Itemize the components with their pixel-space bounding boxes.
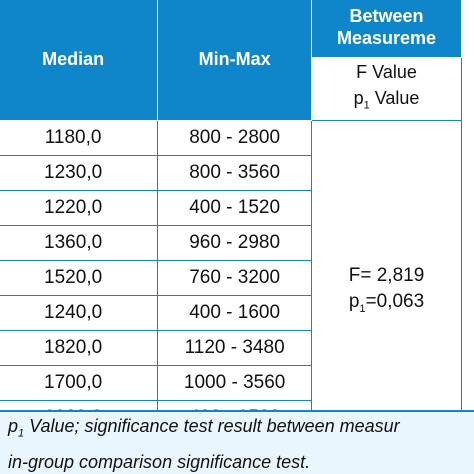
median-cell: 1700,0 bbox=[0, 364, 159, 401]
data-table: Median Min-Max Between Measureme F Value… bbox=[0, 0, 462, 436]
median-header: Median bbox=[0, 0, 159, 121]
p-value: =0,063 bbox=[365, 290, 425, 312]
p1-value-label: p1 Value bbox=[313, 85, 460, 119]
minmax-cell: 1000 - 3560 bbox=[157, 364, 313, 401]
median-cell: 1360,0 bbox=[0, 224, 159, 261]
footnote-p-subscript: 1 bbox=[18, 427, 25, 440]
footnote-line1: p1 Value; significance test result betwe… bbox=[8, 412, 474, 448]
stat-cell: F= 2,819 p1=0,063 bbox=[311, 119, 462, 436]
f-statistic: F= 2,819 bbox=[348, 264, 425, 286]
table-row: 1820,0 1120 - 3480 bbox=[0, 329, 462, 366]
footnote-p-letter: p bbox=[8, 416, 19, 436]
p-letter: p bbox=[348, 290, 360, 312]
table-row: 1700,0 1000 - 3560 bbox=[0, 364, 462, 401]
fvalue-p1-subheader: F Value p1 Value bbox=[311, 57, 462, 121]
p1-subscript: 1 bbox=[363, 99, 370, 112]
table-row: 1230,0 800 - 3560 bbox=[0, 154, 462, 191]
table-row: 1180,0 800 - 2800 F= 2,819 p1=0,063 bbox=[0, 119, 462, 436]
minmax-header: Min-Max bbox=[157, 0, 313, 121]
table-row: 1220,0 400 - 1520 bbox=[0, 189, 462, 226]
minmax-cell: 400 - 1600 bbox=[157, 294, 313, 331]
minmax-cell: 800 - 2800 bbox=[157, 119, 313, 156]
minmax-cell: 400 - 1520 bbox=[157, 189, 313, 226]
median-cell: 1820,0 bbox=[0, 329, 159, 366]
p-statistic: p1=0,063 bbox=[313, 289, 460, 322]
minmax-cell: 800 - 3560 bbox=[157, 154, 313, 191]
footnote-line1-text: Value; significance test result between … bbox=[24, 416, 400, 436]
minmax-cell: 1120 - 3480 bbox=[157, 329, 313, 366]
footnote-line2: in-group comparison significance test. bbox=[8, 451, 311, 472]
p1-letter: p bbox=[353, 88, 364, 108]
between-header: Between Measureme bbox=[311, 0, 462, 58]
median-cell: 1220,0 bbox=[0, 189, 159, 226]
f-value-label: F Value bbox=[356, 62, 417, 82]
median-cell: 1180,0 bbox=[0, 119, 159, 156]
between-header-line1: Between bbox=[349, 6, 424, 27]
median-cell: 1230,0 bbox=[0, 154, 159, 191]
p-subscript: 1 bbox=[359, 302, 366, 315]
median-cell: 1520,0 bbox=[0, 259, 159, 296]
p1-suffix: Value bbox=[369, 88, 420, 108]
table-footnote: p1 Value; significance test result betwe… bbox=[0, 410, 474, 474]
table-row: 1520,0 760 - 3200 bbox=[0, 259, 462, 296]
minmax-cell: 760 - 3200 bbox=[157, 259, 313, 296]
table-row: 1240,0 400 - 1600 bbox=[0, 294, 462, 331]
median-cell: 1240,0 bbox=[0, 294, 159, 331]
minmax-cell: 960 - 2980 bbox=[157, 224, 313, 261]
between-header-line2: Measureme bbox=[336, 28, 437, 48]
